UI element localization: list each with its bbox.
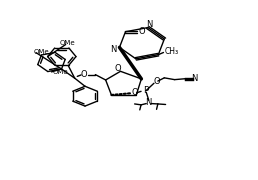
Text: CH₃: CH₃ [165, 47, 179, 56]
Text: N: N [110, 45, 117, 54]
Text: OMe: OMe [52, 69, 68, 75]
Text: O: O [153, 77, 160, 86]
Text: OMe: OMe [59, 40, 75, 46]
Text: N: N [146, 20, 152, 29]
Text: O: O [132, 88, 139, 97]
Text: OMe: OMe [34, 49, 49, 55]
Text: N: N [191, 74, 198, 83]
Text: O: O [139, 27, 145, 36]
Text: O: O [115, 64, 121, 73]
Text: O: O [80, 69, 87, 78]
Text: N: N [146, 98, 152, 107]
Text: P: P [143, 86, 149, 95]
